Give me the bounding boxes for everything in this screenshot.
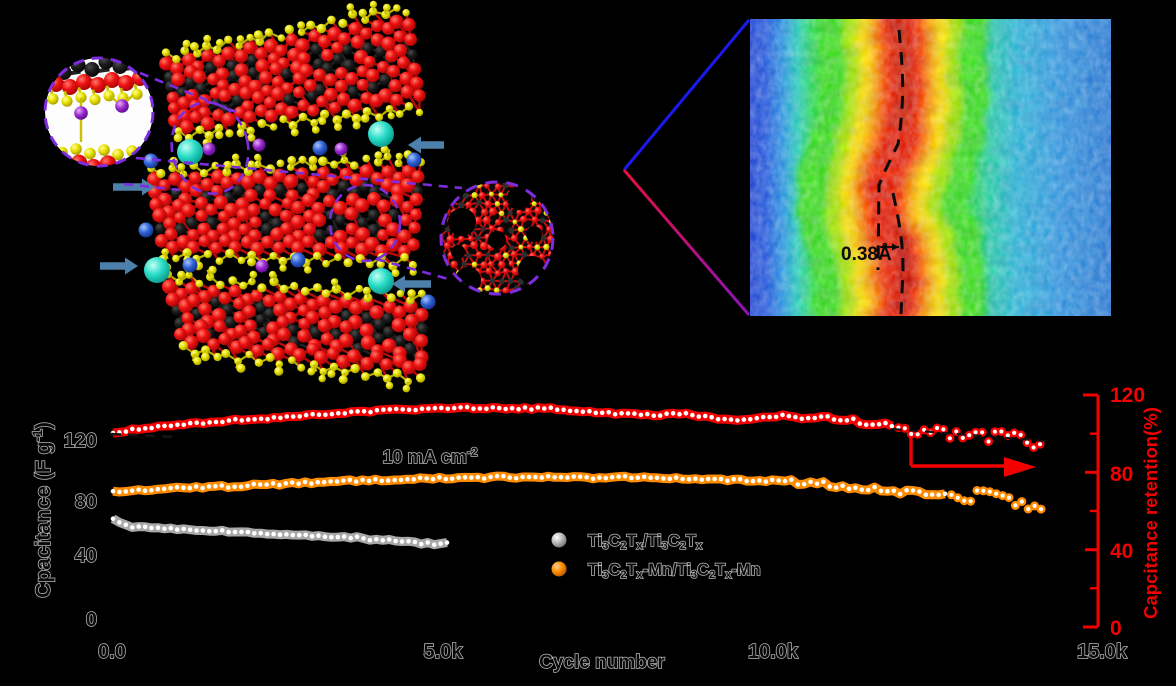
svg-text:120: 120 <box>64 430 97 452</box>
svg-text:80: 80 <box>75 491 97 513</box>
svg-text:120: 120 <box>1110 384 1145 407</box>
svg-text:0: 0 <box>1110 617 1122 640</box>
svg-text:Capcitance retention(%): Capcitance retention(%) <box>1140 407 1161 619</box>
svg-text:10.0k: 10.0k <box>748 641 799 663</box>
svg-text:10 mA cm-2: 10 mA cm-2 <box>382 445 477 467</box>
svg-text:0.38Å: 0.38Å <box>841 244 892 265</box>
svg-text:Ti3C2Tx-Mn/Ti3C2Tx-Mn: Ti3C2Tx-Mn/Ti3C2Tx-Mn <box>588 561 761 581</box>
svg-text:0: 0 <box>86 609 97 631</box>
svg-text:0.0: 0.0 <box>98 641 126 663</box>
svg-text:Cycle number: Cycle number <box>539 652 665 673</box>
svg-text:80: 80 <box>1110 463 1133 486</box>
svg-text:15.0k: 15.0k <box>1077 641 1128 663</box>
svg-text:40: 40 <box>75 545 97 567</box>
svg-text:40: 40 <box>1110 540 1133 563</box>
svg-text:Ti3C2Tx/Ti3C2Tx: Ti3C2Tx/Ti3C2Tx <box>588 532 703 552</box>
svg-text:Cpacitance (F g-1): Cpacitance (F g-1) <box>29 422 55 598</box>
svg-text:5.0k: 5.0k <box>424 641 464 663</box>
